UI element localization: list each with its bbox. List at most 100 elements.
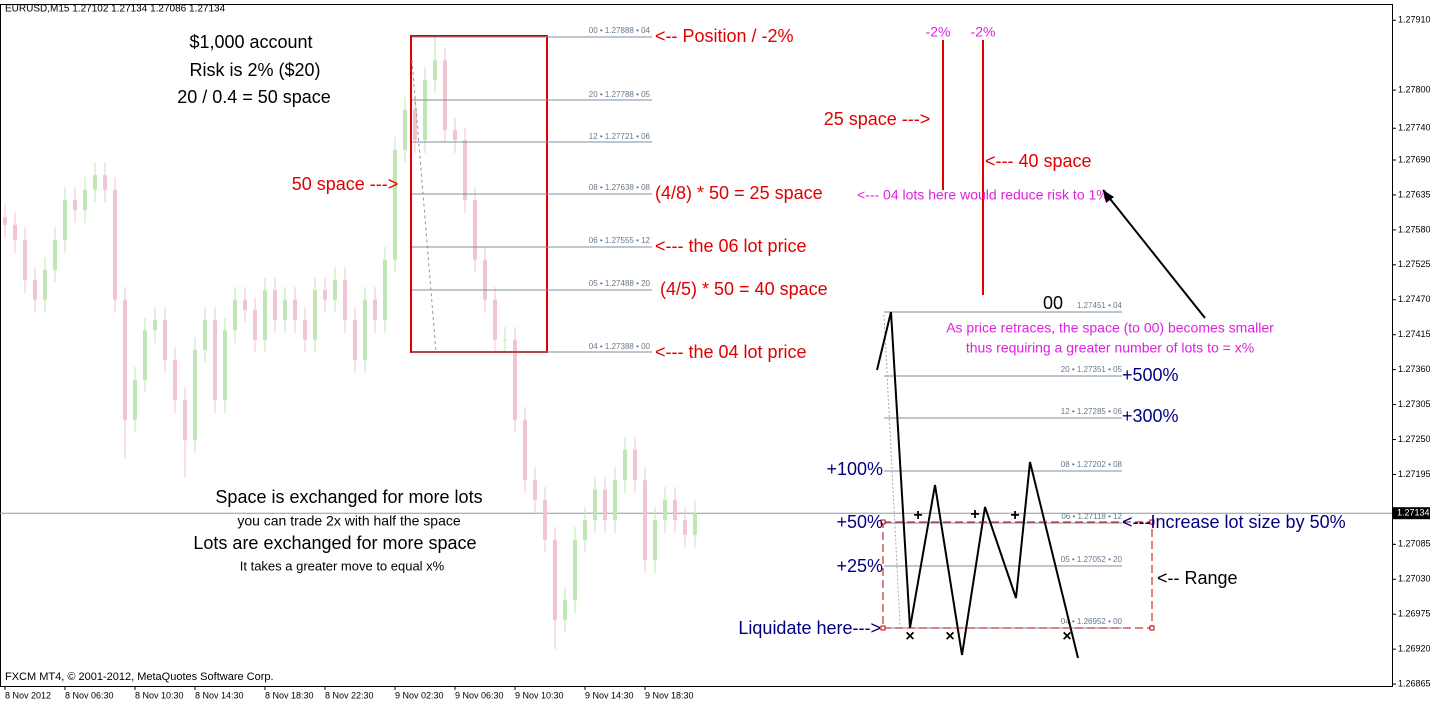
fib-label: 05 • 1.27488 • 20	[589, 279, 651, 288]
candle-body	[663, 499, 667, 521]
note: (4/5) * 50 = 40 space	[660, 279, 828, 299]
fib-label: 12 • 1.27721 • 06	[589, 132, 651, 141]
y-tick-label: 1.27740	[1398, 123, 1430, 133]
y-tick-label: 1.27690	[1398, 154, 1430, 164]
candle-body	[143, 330, 147, 380]
candle-body	[213, 320, 217, 401]
candle-body	[193, 349, 197, 441]
note: Risk is 2% ($20)	[189, 60, 320, 80]
candle-body	[403, 109, 407, 150]
candle-body	[433, 60, 437, 80]
candle-body	[273, 290, 277, 321]
note: 20 / 0.4 = 50 space	[177, 87, 331, 107]
candle-body	[163, 320, 167, 361]
candle-body	[113, 189, 117, 300]
note: <-- Range	[1157, 568, 1238, 588]
note: <-- Position / -2%	[655, 26, 794, 46]
candle-body	[463, 140, 467, 201]
candle-body	[3, 217, 7, 225]
candle-body	[263, 290, 267, 340]
y-tick-label: 1.27580	[1398, 224, 1430, 234]
handle	[880, 625, 886, 631]
candle-body	[423, 79, 427, 141]
candle-body	[23, 240, 27, 281]
x-tick-label: 9 Nov 06:30	[455, 690, 504, 700]
candle-body	[553, 539, 557, 620]
candle-body	[83, 189, 87, 211]
fib-label: 06 • 1.27118 • 12	[1061, 512, 1122, 521]
candle-body	[513, 339, 517, 420]
candle-body	[643, 480, 647, 561]
y-tick-label: 1.27360	[1398, 364, 1430, 374]
note: <--- 40 space	[985, 151, 1092, 171]
y-tick-label: 1.26865	[1398, 678, 1430, 688]
guide	[411, 59, 437, 353]
note: It takes a greater move to equal x%	[240, 558, 445, 573]
candle-body	[673, 499, 677, 521]
arrow-head	[1103, 190, 1114, 203]
fib-label: 06 • 1.27555 • 12	[589, 236, 651, 245]
candle-body	[693, 513, 697, 535]
candle-body	[233, 299, 237, 331]
candle-body	[63, 200, 67, 241]
fib-label: 20 • 1.27788 • 05	[589, 90, 651, 99]
gain: +50%	[836, 512, 883, 532]
candle-body	[473, 200, 477, 260]
fib-label: 00 • 1.27888 • 04	[589, 26, 651, 35]
cross: ×	[945, 628, 954, 645]
current-price-label: 1.27134	[1397, 508, 1430, 518]
plus: +	[913, 507, 922, 524]
x-tick-label: 8 Nov 14:30	[195, 690, 244, 700]
note: thus requiring a greater number of lots …	[966, 340, 1254, 356]
candle-body	[153, 320, 157, 331]
y-tick-label: 1.27305	[1398, 399, 1430, 409]
candle-body	[303, 320, 307, 340]
fib-label: 04 • 1.26952 • 00	[1061, 617, 1123, 626]
candle-body	[203, 320, 207, 350]
fib-left: 00 • 1.27888 • 04 20 • 1.27788 • 05 12 •…	[412, 26, 652, 353]
gain: +500%	[1122, 365, 1179, 385]
candle-body	[383, 259, 387, 321]
y-tick-label: 1.27415	[1398, 329, 1430, 339]
y-tick-label: 1.27250	[1398, 434, 1430, 444]
candle-body	[343, 280, 347, 321]
cross: ×	[905, 628, 914, 645]
candle-body	[603, 489, 607, 521]
note: Lots are exchanged for more space	[193, 533, 476, 553]
fib-label: 05 • 1.27052 • 20	[1061, 555, 1123, 564]
candle-body	[653, 520, 657, 561]
fib-label: 12 • 1.27285 • 06	[1061, 407, 1123, 416]
x-tick-label: 9 Nov 02:30	[395, 690, 444, 700]
candle-body	[133, 379, 137, 420]
y-tick-label: 1.27525	[1398, 259, 1430, 269]
y-tick-label: 1.26975	[1398, 609, 1430, 619]
candle-body	[313, 290, 317, 340]
note: you can trade 2x with half the space	[237, 513, 461, 529]
candle-body	[393, 149, 397, 260]
candle-body	[33, 280, 37, 300]
fib-label: 04 • 1.27388 • 00	[589, 342, 651, 351]
candle-body	[13, 224, 17, 241]
note: $1,000 account	[189, 32, 312, 52]
candle-body	[183, 400, 187, 441]
fib-label: 20 • 1.27351 • 05	[1061, 365, 1123, 374]
current-price-box	[1393, 507, 1430, 520]
note: 50 space --->	[292, 174, 399, 194]
x-tick-label: 8 Nov 22:30	[325, 690, 374, 700]
range-box	[882, 521, 1153, 629]
candle-body	[543, 499, 547, 540]
y-tick-label: 1.27030	[1398, 574, 1430, 584]
y-tick-label: 1.27910	[1398, 15, 1430, 25]
fib-label: 08 • 1.27638 • 08	[589, 183, 651, 192]
gain: +25%	[836, 556, 883, 576]
candle-body	[103, 175, 107, 190]
note: Liquidate here--->	[738, 618, 881, 638]
note: (4/8) * 50 = 25 space	[655, 183, 823, 203]
candle-body	[413, 109, 417, 141]
fib-label: 1.27451 • 04	[1077, 301, 1123, 310]
candle-body	[523, 419, 527, 481]
gain: +300%	[1122, 406, 1179, 426]
plus: +	[1010, 507, 1019, 524]
candle-body	[353, 320, 357, 361]
